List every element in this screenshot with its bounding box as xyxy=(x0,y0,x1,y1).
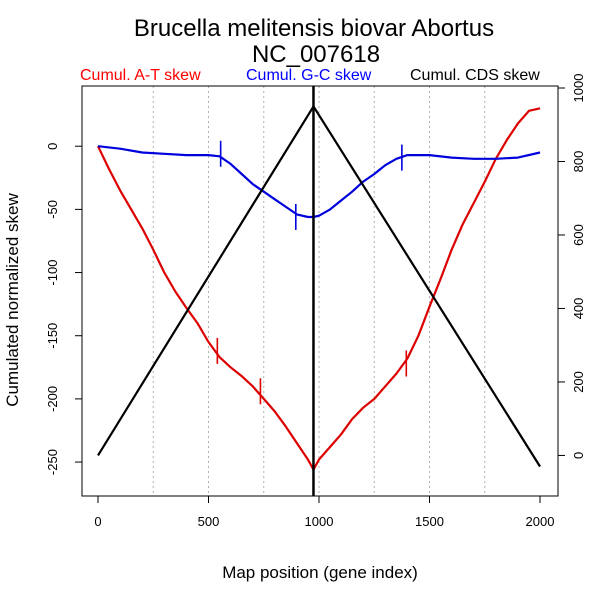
gc-skew-line xyxy=(97,145,541,219)
y-tick-label-right: 200 xyxy=(571,371,586,393)
y-tick-label-left: -50 xyxy=(45,200,60,219)
legend-gc-skew: Cumul. G-C skew xyxy=(246,67,372,84)
y-tick-label-right: 0 xyxy=(571,452,586,459)
x-tick-label: 500 xyxy=(198,514,220,529)
grid-lines xyxy=(152,86,486,496)
y-axis-right: 0 200 400 600 800 1000 xyxy=(557,74,586,459)
y-axis-title: Cumulated normalized skew xyxy=(3,193,22,407)
y-tick-label-right: 600 xyxy=(571,224,586,246)
y-tick-label-left: -150 xyxy=(45,323,60,349)
x-tick-label: 1000 xyxy=(305,514,334,529)
y-tick-label-left: -100 xyxy=(45,260,60,286)
chart-title: Brucella melitensis biovar Abortus xyxy=(134,15,494,42)
y-tick-label-left: 0 xyxy=(45,143,60,150)
at-skew-line xyxy=(97,107,541,471)
legend-cds-skew: Cumul. CDS skew xyxy=(410,67,540,84)
x-axis: 0 500 1000 1500 2000 xyxy=(94,495,555,529)
x-tick-label: 0 xyxy=(94,514,101,529)
x-tick-label: 2000 xyxy=(526,514,555,529)
series-layer xyxy=(97,105,541,471)
y-tick-label-right: 1000 xyxy=(571,74,586,103)
y-tick-label-right: 800 xyxy=(571,151,586,173)
chart-subtitle: NC_007618 xyxy=(252,41,380,68)
x-axis-title: Map position (gene index) xyxy=(222,563,418,582)
y-tick-label-right: 400 xyxy=(571,298,586,320)
x-tick-label: 1500 xyxy=(415,514,444,529)
y-axis-left: 0 -50 -100 -150 -200 -250 xyxy=(45,143,83,475)
y-tick-label-left: -200 xyxy=(45,386,60,412)
legend-at-skew: Cumul. A-T skew xyxy=(80,67,201,84)
markers-layer xyxy=(216,140,408,405)
y-tick-label-left: -250 xyxy=(45,449,60,475)
